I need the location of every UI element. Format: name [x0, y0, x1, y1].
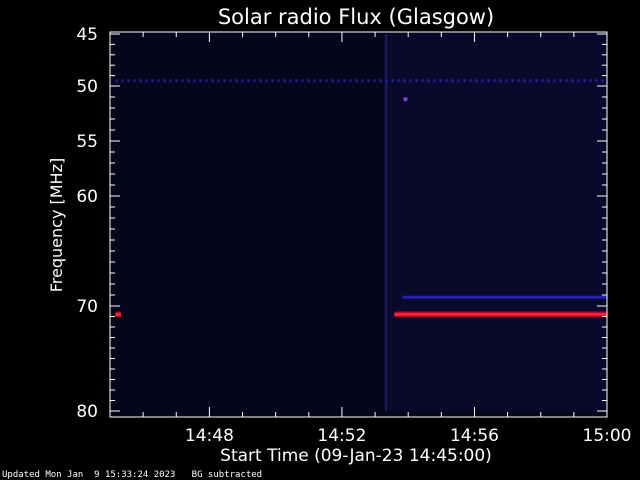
y-tick-label: 50 [76, 77, 98, 97]
x-axis-label: Start Time (09-Jan-23 14:45:00) [220, 446, 492, 466]
y-tick-label: 80 [76, 402, 98, 422]
x-axis: 14:48 14:52 14:56 15:00 [142, 32, 632, 446]
brightening-region [384, 34, 607, 411]
purple-dot [403, 97, 408, 102]
y-tick-label: 45 [76, 25, 98, 45]
plot-frame [109, 31, 608, 418]
y-axis: 45 50 55 60 70 80 [76, 25, 607, 422]
y-tick-label: 70 [76, 297, 98, 317]
x-tick-label: 14:56 [450, 426, 499, 446]
chart-title: Solar radio Flux (Glasgow) [218, 5, 494, 29]
background-note: BG subtracted [191, 470, 263, 480]
y-axis-label: Frequency [MHz] [47, 158, 66, 292]
x-tick-label: 14:52 [317, 426, 366, 446]
updated-timestamp: Updated Mon Jan 9 15:33:24 2023 [2, 470, 176, 480]
spectrogram-features [115, 34, 607, 411]
footer: Updated Mon Jan 9 15:33:24 2023 BG subtr… [2, 470, 262, 480]
x-tick-label: 15:00 [583, 426, 632, 446]
x-tick-label: 14:48 [185, 426, 234, 446]
y-tick-label: 60 [76, 187, 98, 207]
y-tick-label: 55 [76, 132, 98, 152]
